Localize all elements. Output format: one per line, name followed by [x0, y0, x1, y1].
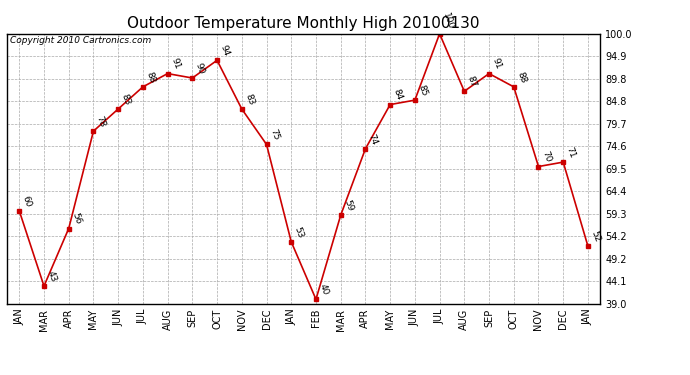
Text: 83: 83 [243, 92, 255, 106]
Text: 100: 100 [441, 12, 455, 31]
Text: 56: 56 [70, 212, 83, 226]
Text: 59: 59 [342, 199, 355, 213]
Text: 74: 74 [367, 132, 379, 146]
Text: Copyright 2010 Cartronics.com: Copyright 2010 Cartronics.com [10, 36, 151, 45]
Text: 90: 90 [194, 62, 206, 75]
Text: 87: 87 [466, 75, 478, 88]
Text: 78: 78 [95, 114, 107, 128]
Text: 60: 60 [21, 194, 33, 208]
Text: 88: 88 [144, 70, 157, 84]
Title: Outdoor Temperature Monthly High 20100130: Outdoor Temperature Monthly High 2010013… [128, 16, 480, 31]
Text: 94: 94 [219, 44, 230, 57]
Text: 85: 85 [416, 84, 428, 98]
Text: 52: 52 [589, 230, 602, 243]
Text: 75: 75 [268, 128, 280, 142]
Text: 40: 40 [317, 283, 330, 297]
Text: 70: 70 [540, 150, 552, 164]
Text: 91: 91 [169, 57, 181, 71]
Text: 53: 53 [293, 225, 305, 239]
Text: 71: 71 [564, 146, 577, 159]
Text: 43: 43 [46, 270, 58, 283]
Text: 88: 88 [515, 70, 528, 84]
Text: 91: 91 [491, 57, 503, 71]
Text: 83: 83 [119, 92, 132, 106]
Text: 84: 84 [391, 88, 404, 102]
